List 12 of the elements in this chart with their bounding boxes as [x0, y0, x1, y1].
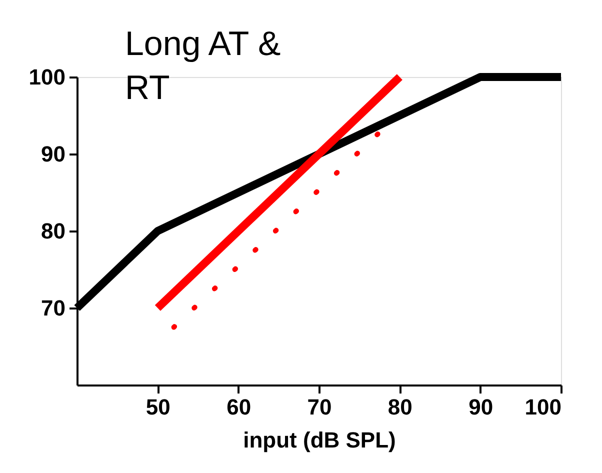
x-tick-label: 60 — [226, 394, 252, 420]
y-tick-label: 70 — [41, 296, 66, 320]
x-axis-title: input (dB SPL) — [243, 428, 396, 452]
y-tick-label: 90 — [41, 142, 66, 166]
y-tick-label: 80 — [41, 218, 66, 244]
chart-title: Long AT & RT — [125, 25, 281, 107]
y-tick-label: 100 — [28, 64, 66, 90]
x-tick-label: 80 — [388, 394, 412, 420]
x-tick-label: 70 — [307, 394, 332, 420]
x-tick-label: 50 — [146, 394, 170, 420]
x-tick-label: 100 — [524, 394, 562, 420]
x-tick-label: 90 — [468, 394, 494, 420]
